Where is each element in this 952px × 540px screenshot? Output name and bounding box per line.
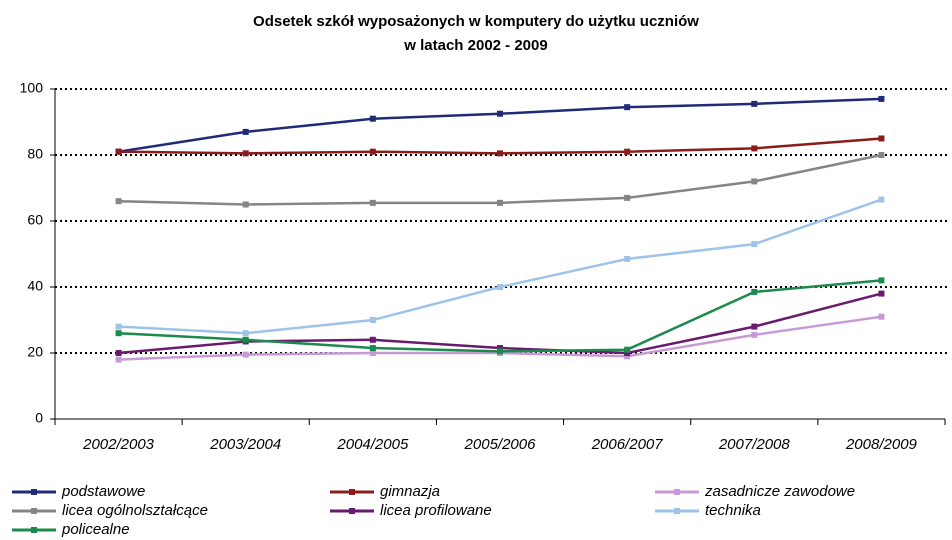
point [242,336,249,343]
point [369,336,376,343]
y-tick-label: 60 [27,212,43,228]
point [624,353,631,360]
series-line [118,279,882,353]
legend-marker [31,508,37,514]
x-tick-label: 2006/2007 [591,436,664,453]
x-tick-label: 2007/2008 [718,436,791,453]
chart-title: Odsetek szkół wyposażonych w komputery d… [253,13,699,30]
legend-label: policealne [61,521,130,538]
point [242,201,249,208]
point [369,350,376,356]
legend-label: gimnazja [380,483,440,500]
point [751,288,758,295]
x-tick-label: 2003/2004 [209,436,281,453]
point [115,356,122,363]
legend-label: zasadnicze zawodowe [704,483,855,500]
point [624,148,631,155]
point [369,199,376,206]
point [115,148,122,155]
point [624,194,631,201]
legend-label: licea profilowane [380,502,492,519]
series-line [118,97,882,153]
point [369,148,376,155]
point [751,331,758,338]
x-tick-label: 2005/2006 [464,436,537,453]
y-tick-label: 80 [27,146,43,162]
y-tick-label: 20 [27,344,43,360]
point [751,145,758,152]
point [878,95,885,102]
point [624,346,631,353]
chart-title: w latach 2002 - 2009 [403,37,547,54]
point [878,152,885,158]
point [878,313,885,320]
point [242,150,249,157]
point [497,150,503,157]
legend-marker [31,489,37,495]
legend-marker [31,527,37,533]
legend-marker [674,489,680,495]
y-tick-label: 40 [27,278,43,294]
point [624,350,631,356]
point [751,323,758,330]
point [497,110,503,117]
point [624,104,631,111]
y-tick-label: 100 [20,80,44,96]
point [624,255,631,262]
legend-marker [349,508,355,514]
point [751,178,758,185]
point [242,128,249,135]
point [497,348,503,355]
point [878,135,885,142]
point [878,277,885,284]
point [497,199,503,206]
series-line [118,198,882,335]
point [497,284,503,290]
legend-marker [674,508,680,514]
point [242,330,249,337]
x-tick-label: 2008/2009 [845,436,918,453]
y-tick-label: 0 [35,410,43,426]
series-line [118,292,882,355]
x-tick-label: 2004/2005 [336,436,409,453]
point [497,345,503,352]
series-line [118,153,882,206]
point [242,351,249,358]
point [878,290,885,297]
legend-label: licea ogólnolształcące [62,502,208,519]
point [115,198,122,205]
point [369,345,376,352]
point [751,100,758,107]
legend-marker [349,489,355,495]
point [751,241,758,248]
point [369,115,376,122]
x-tick-label: 2002/2003 [82,436,155,453]
legend-label: podstawowe [61,483,145,500]
point [115,350,122,356]
legend-label: technika [705,502,761,519]
point [115,323,122,330]
point [115,330,122,337]
point [878,196,885,203]
point [369,317,376,323]
